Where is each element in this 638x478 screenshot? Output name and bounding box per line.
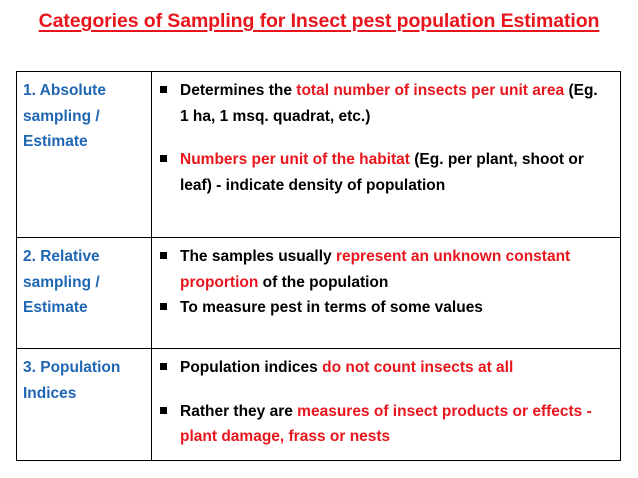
table-row: 2. Relative sampling / Estimate The samp… (16, 237, 621, 349)
description-cell: Determines the total number of insects p… (151, 71, 621, 238)
highlight-text: do not count insects at all (322, 359, 514, 376)
category-cell: 2. Relative sampling / Estimate (16, 237, 152, 349)
square-bullet-icon (158, 399, 180, 424)
square-bullet-icon (158, 244, 180, 269)
table-row: 3. Population Indices Population indices… (16, 348, 621, 461)
list-item: The samples usually represent an unknown… (158, 244, 610, 295)
table-row: 1. Absolute sampling / Estimate Determin… (16, 71, 621, 238)
list-item: Numbers per unit of the habitat (Eg. per… (158, 147, 610, 198)
square-bullet-icon (158, 295, 180, 320)
sampling-categories-table: 1. Absolute sampling / Estimate Determin… (16, 71, 621, 461)
slide-title: Categories of Sampling for Insect pest p… (38, 10, 600, 32)
highlight-text: Numbers per unit of the habitat (180, 151, 410, 168)
category-cell: 1. Absolute sampling / Estimate (16, 71, 152, 238)
description-cell: The samples usually represent an unknown… (151, 237, 621, 349)
square-bullet-icon (158, 78, 180, 103)
category-cell: 3. Population Indices (16, 348, 152, 461)
square-bullet-icon (158, 355, 180, 380)
square-bullet-icon (158, 147, 180, 172)
list-item: Population indices do not count insects … (158, 355, 610, 381)
list-item: Rather they are measures of insect produ… (158, 399, 610, 450)
description-cell: Population indices do not count insects … (151, 348, 621, 461)
list-item: Determines the total number of insects p… (158, 78, 610, 129)
highlight-text: represent an unknown constant proportion (180, 248, 571, 291)
highlight-text: measures of insect products or effects -… (180, 402, 592, 446)
highlight-text: total number of insects per unit area (296, 82, 565, 99)
list-item: To measure pest in terms of some values (158, 295, 610, 321)
